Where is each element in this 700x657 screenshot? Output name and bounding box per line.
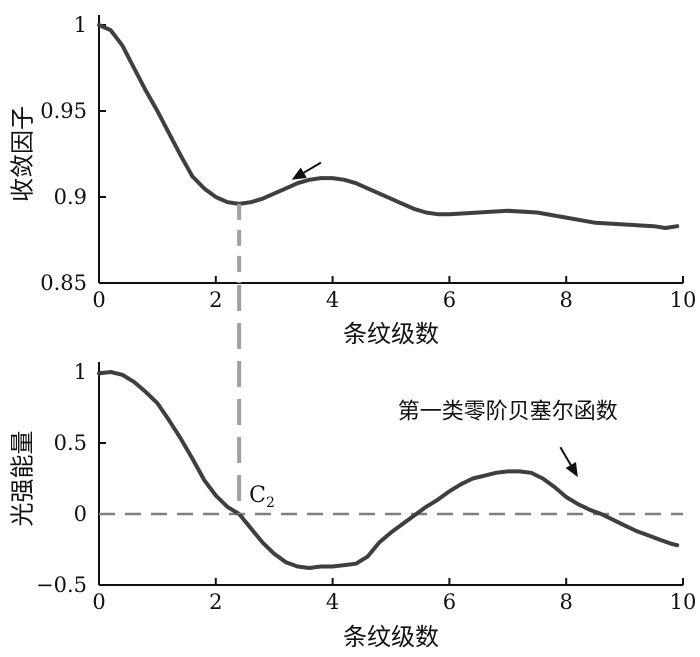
x-tick-label: 10 [670,590,697,614]
y-tick-label: 0.5 [54,431,87,455]
x-tick-label: 8 [560,590,573,614]
x-tick-label: 0 [92,590,105,614]
x-tick-label: 4 [326,590,339,614]
chart-convergence-factor: 0 2 4 6 8 10 0.85 0.9 0.95 1 条纹级数 收敛因子 [9,13,697,348]
y-tick-label: 0.95 [40,99,87,123]
x-axis-title: 条纹级数 [343,320,439,348]
y-tick-label: −0.5 [36,573,87,597]
arrow-shaft [303,161,322,174]
arrow-shaft [559,446,572,466]
series-line [97,23,680,230]
y-axis-title: 收敛因子 [9,106,37,202]
x-tick-label: 10 [670,288,697,312]
y-tick-label: 0 [74,502,87,526]
x-axis-title: 条纹级数 [343,623,439,651]
y-tick-label: 0.85 [40,271,87,295]
y-axis-title: 光强能量 [9,431,37,527]
x-tick-label: 6 [443,288,456,312]
x-tick-label: 2 [209,590,222,614]
x-tick-label: 8 [560,288,573,312]
x-tick-label: 0 [92,288,105,312]
x-tick-label: 4 [326,288,339,312]
bessel-function-label: 第一类零阶贝塞尔函数 [398,399,618,424]
arrow-head [565,461,578,478]
x-tick-label: 2 [209,288,222,312]
c2-label: C2 [249,483,275,511]
x-tick-label: 6 [443,590,456,614]
series-line [97,370,680,570]
y-tick-label: 1 [74,13,87,37]
y-tick-label: 1 [74,360,87,384]
y-tick-label: 0.9 [54,185,87,209]
arrow-head [291,167,307,180]
